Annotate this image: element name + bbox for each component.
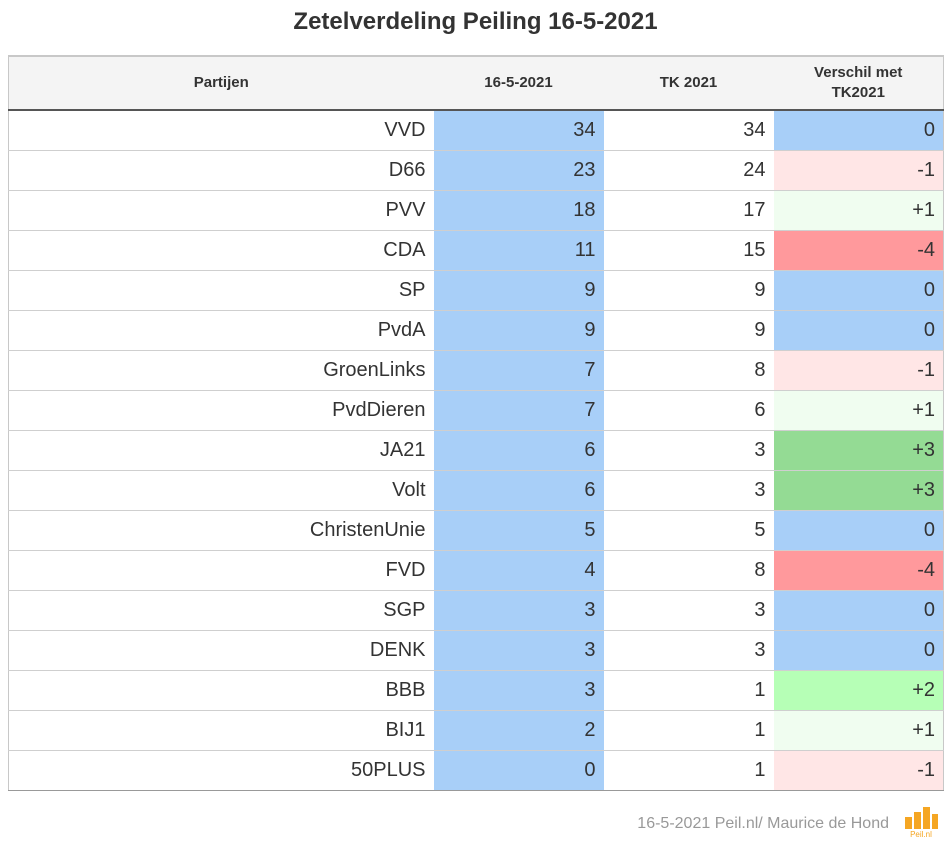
table-row: VVD 34 34 0 <box>8 110 944 151</box>
diff-value-cell: 0 <box>773 630 944 671</box>
party-cell: GroenLinks <box>8 350 434 391</box>
table-row: DENK 3 3 0 <box>8 630 944 671</box>
table-row: JA21 6 3 +3 <box>8 430 944 471</box>
header-diff: Verschil met TK2021 <box>773 55 944 111</box>
poll-value-cell: 3 <box>433 590 604 631</box>
header-row: Partijen 16-5-2021 TK 2021 Verschil met T… <box>8 55 944 111</box>
table-row: PvdA 9 9 0 <box>8 310 944 351</box>
tk-value-cell: 3 <box>603 470 774 511</box>
party-cell: SP <box>8 270 434 311</box>
diff-value-cell: +1 <box>773 390 944 431</box>
poll-value-cell: 3 <box>433 630 604 671</box>
poll-value-cell: 7 <box>433 350 604 391</box>
poll-value-cell: 6 <box>433 430 604 471</box>
diff-value-cell: -1 <box>773 350 944 391</box>
table-row: PVV 18 17 +1 <box>8 190 944 231</box>
diff-value-cell: +1 <box>773 190 944 231</box>
logo-text: Peil.nl <box>910 830 932 839</box>
table-row: PvdDieren 7 6 +1 <box>8 390 944 431</box>
poll-value-cell: 3 <box>433 670 604 711</box>
tk-value-cell: 3 <box>603 630 774 671</box>
tk-value-cell: 5 <box>603 510 774 551</box>
tk-value-cell: 1 <box>603 670 774 711</box>
table-row: D66 23 24 -1 <box>8 150 944 191</box>
tk-value-cell: 17 <box>603 190 774 231</box>
diff-value-cell: -4 <box>773 230 944 271</box>
tk-value-cell: 6 <box>603 390 774 431</box>
tk-value-cell: 8 <box>603 350 774 391</box>
diff-value-cell: -1 <box>773 150 944 191</box>
party-cell: Volt <box>8 470 434 511</box>
poll-value-cell: 18 <box>433 190 604 231</box>
table-row: GroenLinks 7 8 -1 <box>8 350 944 391</box>
table-body: VVD 34 34 0 D66 23 24 -1 PVV 18 17 +1 CDA 11 15 -4 SP 9 9 0… <box>8 110 944 791</box>
party-cell: FVD <box>8 550 434 591</box>
poll-value-cell: 0 <box>433 750 604 791</box>
party-cell: PVV <box>8 190 434 231</box>
tk-value-cell: 3 <box>603 590 774 631</box>
tk-value-cell: 9 <box>603 310 774 351</box>
tk-value-cell: 24 <box>603 150 774 191</box>
tk-value-cell: 15 <box>603 230 774 271</box>
footer-credit: 16-5-2021 Peil.nl/ Maurice de Hond <box>637 815 889 832</box>
tk-value-cell: 1 <box>603 710 774 751</box>
party-cell: JA21 <box>8 430 434 471</box>
diff-value-cell: 0 <box>773 510 944 551</box>
chart-title: Zetelverdeling Peiling 16-5-2021 <box>293 8 658 35</box>
table-row: Volt 6 3 +3 <box>8 470 944 511</box>
table-row: FVD 4 8 -4 <box>8 550 944 591</box>
diff-value-cell: +3 <box>773 430 944 471</box>
header-poll: 16-5-2021 <box>433 55 604 111</box>
table-row: BIJ1 2 1 +1 <box>8 710 944 751</box>
poll-value-cell: 2 <box>433 710 604 751</box>
tk-value-cell: 34 <box>603 110 774 151</box>
party-cell: ChristenUnie <box>8 510 434 551</box>
header-tk: TK 2021 <box>603 55 774 111</box>
table-row: CDA 11 15 -4 <box>8 230 944 271</box>
diff-value-cell: -1 <box>773 750 944 791</box>
poll-value-cell: 9 <box>433 310 604 351</box>
poll-value-cell: 5 <box>433 510 604 551</box>
poll-value-cell: 9 <box>433 270 604 311</box>
party-cell: BIJ1 <box>8 710 434 751</box>
header-party: Partijen <box>8 55 434 111</box>
diff-value-cell: 0 <box>773 590 944 631</box>
header-diff-line1: Verschil met <box>814 64 903 81</box>
table-row: BBB 3 1 +2 <box>8 670 944 711</box>
diff-value-cell: 0 <box>773 110 944 151</box>
poll-value-cell: 23 <box>433 150 604 191</box>
poll-value-cell: 34 <box>433 110 604 151</box>
party-cell: CDA <box>8 230 434 271</box>
party-cell: BBB <box>8 670 434 711</box>
table-row: 50PLUS 0 1 -1 <box>8 750 944 791</box>
diff-value-cell: -4 <box>773 550 944 591</box>
party-cell: 50PLUS <box>8 750 434 791</box>
party-cell: VVD <box>8 110 434 151</box>
seat-table: Partijen 16-5-2021 TK 2021 Verschil met T… <box>8 55 944 791</box>
table-row: ChristenUnie 5 5 0 <box>8 510 944 551</box>
tk-value-cell: 1 <box>603 750 774 791</box>
diff-value-cell: +1 <box>773 710 944 751</box>
poll-value-cell: 6 <box>433 470 604 511</box>
table-row: SP 9 9 0 <box>8 270 944 311</box>
poll-value-cell: 4 <box>433 550 604 591</box>
tk-value-cell: 8 <box>603 550 774 591</box>
diff-value-cell: +3 <box>773 470 944 511</box>
tk-value-cell: 9 <box>603 270 774 311</box>
table-row: SGP 3 3 0 <box>8 590 944 631</box>
tk-value-cell: 3 <box>603 430 774 471</box>
party-cell: PvdDieren <box>8 390 434 431</box>
header-diff-line2: TK2021 <box>831 84 885 101</box>
party-cell: PvdA <box>8 310 434 351</box>
diff-value-cell: 0 <box>773 310 944 351</box>
peil-logo: Peil.nl <box>905 807 938 839</box>
party-cell: D66 <box>8 150 434 191</box>
party-cell: SGP <box>8 590 434 631</box>
poll-value-cell: 11 <box>433 230 604 271</box>
diff-value-cell: +2 <box>773 670 944 711</box>
poll-value-cell: 7 <box>433 390 604 431</box>
diff-value-cell: 0 <box>773 270 944 311</box>
party-cell: DENK <box>8 630 434 671</box>
